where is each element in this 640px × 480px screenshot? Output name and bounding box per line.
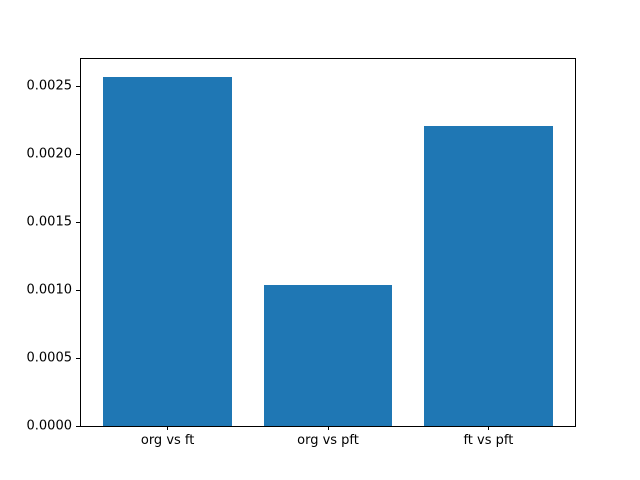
y-axis-tick (76, 425, 80, 427)
bar-org-vs-pft (263, 284, 393, 426)
y-axis-tick-label: 0.0015 (26, 214, 73, 230)
plot-area: org vs ft org vs pft ft vs pft 0.0000 0.0005… (27, 58, 576, 447)
y-axis-tick-label: 0.0005 (26, 350, 73, 366)
y-axis-tick-label: 0.0025 (26, 78, 73, 94)
y-axis-tick-label: 0.0010 (26, 282, 73, 298)
y-axis-tick (76, 85, 80, 87)
x-axis-tick (327, 426, 329, 430)
y-axis-tick (76, 221, 80, 223)
x-axis-tick-label: org vs ft (140, 433, 195, 448)
y-axis-tick (76, 357, 80, 359)
x-axis-tick-label: org vs pft (297, 433, 359, 448)
y-axis-tick-label: 0.0000 (26, 418, 73, 434)
x-axis-tick-label: ft vs pft (463, 433, 514, 448)
y-axis-tick (76, 153, 80, 155)
y-axis-tick (76, 289, 80, 291)
bar-ft-vs-pft (424, 125, 553, 426)
y-axis-tick-label: 0.0020 (26, 146, 73, 162)
x-axis-tick (167, 426, 169, 430)
bar-org-vs-ft (103, 76, 232, 426)
x-axis-tick (487, 426, 489, 430)
